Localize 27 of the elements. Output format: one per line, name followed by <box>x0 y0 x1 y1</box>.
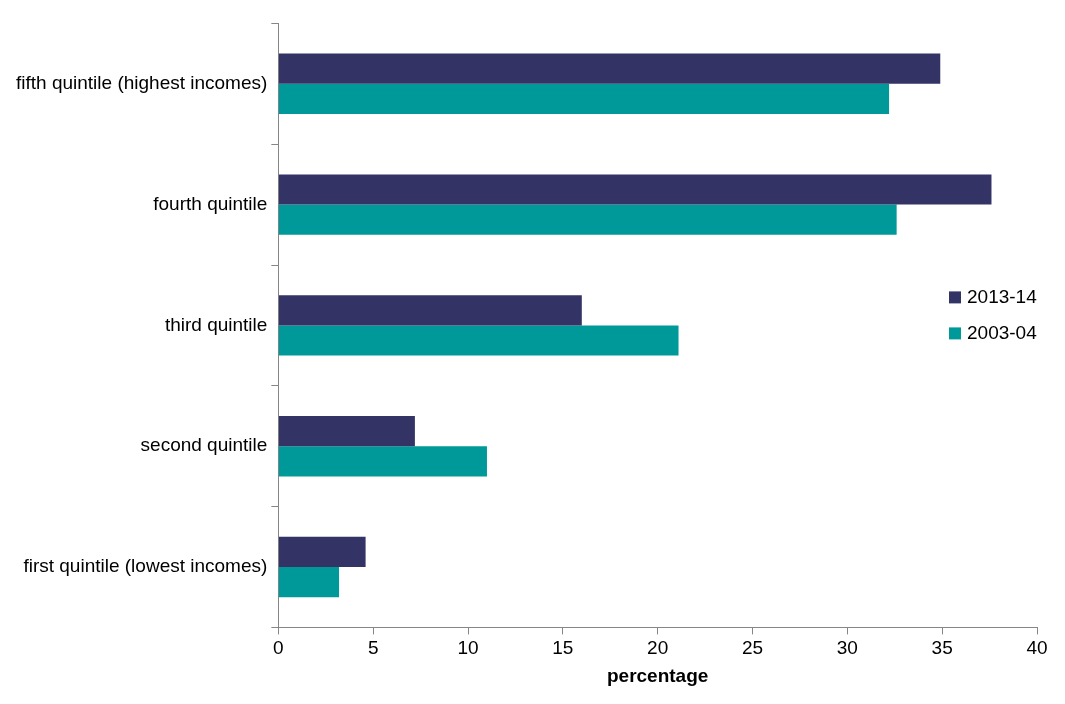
y-tick-label: fifth quintile (highest incomes) <box>16 72 268 94</box>
y-tick-label: fourth quintile <box>153 192 268 214</box>
x-tick-label: 40 <box>1026 637 1048 659</box>
bar <box>278 204 897 235</box>
bar <box>278 83 890 114</box>
x-tick-label: 5 <box>367 637 379 659</box>
bar <box>278 53 941 84</box>
bar <box>278 325 679 356</box>
x-tick-label: 30 <box>836 637 858 659</box>
x-tick-label: 35 <box>931 637 953 659</box>
bar <box>278 446 487 477</box>
bar <box>278 174 992 205</box>
y-tick-label: first quintile (lowest incomes) <box>23 555 268 577</box>
x-tick-label: 20 <box>647 637 669 659</box>
bar <box>278 295 582 326</box>
x-tick-label: 0 <box>273 637 284 659</box>
y-tick-label: second quintile <box>140 434 268 456</box>
x-tick-label: 10 <box>457 637 479 659</box>
y-tick-label: third quintile <box>164 313 268 335</box>
x-axis-title: percentage <box>606 664 709 686</box>
bar <box>278 567 340 598</box>
x-tick-label: 15 <box>552 637 574 659</box>
bar <box>278 416 415 447</box>
legend-label: 2003-04 <box>967 321 1038 343</box>
bar <box>278 536 366 567</box>
x-tick-label: 25 <box>741 637 764 659</box>
legend-label: 2013-14 <box>967 285 1038 307</box>
